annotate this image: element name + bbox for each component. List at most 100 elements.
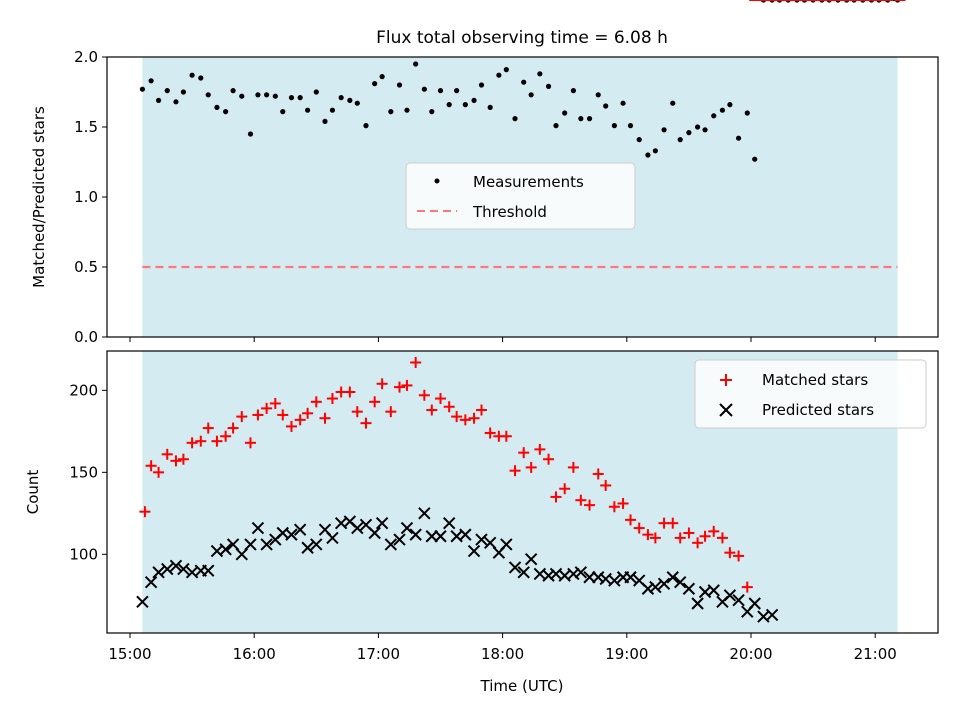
measurement-point bbox=[503, 67, 509, 73]
measurement-point bbox=[702, 127, 708, 133]
measurement-point bbox=[429, 109, 435, 115]
matched-star-point bbox=[344, 386, 356, 398]
measurement-point bbox=[670, 100, 676, 106]
measurement-point bbox=[744, 110, 750, 116]
matched-star-point bbox=[145, 460, 157, 472]
bottom-y-tick-label: 100 bbox=[69, 545, 98, 563]
predicted-star-point bbox=[393, 533, 406, 546]
measurement-point bbox=[570, 88, 576, 94]
measurement-point bbox=[354, 100, 360, 106]
predicted-star-point bbox=[301, 541, 314, 554]
measurement-point bbox=[496, 72, 502, 78]
measurement-point bbox=[264, 92, 270, 98]
matched-star-point bbox=[285, 420, 297, 432]
matched-star-point bbox=[236, 411, 248, 423]
predicted-star-point bbox=[657, 577, 671, 591]
top-y-tick-label: 0.5 bbox=[74, 258, 98, 276]
measurement-point bbox=[595, 92, 601, 98]
measurement-point bbox=[528, 92, 534, 98]
predicted-star-point bbox=[400, 521, 414, 535]
matched-star-point bbox=[418, 389, 430, 401]
measurement-point bbox=[603, 103, 609, 109]
bottom-axes-frame bbox=[106, 350, 939, 634]
matched-star-point bbox=[575, 494, 587, 506]
matched-star-point bbox=[261, 402, 273, 414]
top-y-tick-label: 1.5 bbox=[74, 118, 98, 136]
matched-star-point bbox=[351, 406, 363, 418]
predicted-star-point bbox=[673, 575, 687, 589]
x-tick-label: 17:00 bbox=[357, 645, 400, 663]
measurement-point bbox=[677, 137, 683, 143]
matched-star-point bbox=[649, 532, 661, 544]
measurement-point bbox=[247, 131, 254, 137]
predicted-star-point bbox=[144, 575, 158, 589]
bottom-y-tick-label: 150 bbox=[69, 463, 98, 481]
measurement-point bbox=[562, 110, 568, 116]
predicted-star-point bbox=[624, 571, 637, 584]
matched-star-point bbox=[475, 404, 487, 416]
x-tick-label: 21:00 bbox=[854, 645, 897, 663]
bottom-x-ticks: 15:00 16:00 17:00 18:00 19:00 20:00 21:00 bbox=[108, 633, 897, 663]
matched-star-point bbox=[509, 465, 521, 477]
predicted-star-point bbox=[500, 538, 513, 551]
predicted-star-point bbox=[592, 571, 605, 584]
measurement-point bbox=[627, 123, 634, 129]
matched-star-point bbox=[699, 530, 711, 542]
top-legend: Measurements Threshold bbox=[405, 162, 636, 230]
predicted-star-point bbox=[732, 594, 745, 607]
matched-star-point bbox=[244, 437, 256, 449]
matched-star-point bbox=[692, 537, 704, 549]
measurement-point bbox=[155, 97, 162, 103]
predicted-star-point bbox=[235, 548, 248, 561]
measurement-point bbox=[379, 74, 385, 80]
predicted-star-point bbox=[723, 589, 737, 602]
matched-star-point bbox=[708, 525, 720, 537]
matched-star-point bbox=[326, 393, 338, 405]
matched-star-point bbox=[633, 522, 645, 534]
matched-star-point bbox=[584, 499, 596, 511]
matched-star-point bbox=[269, 397, 281, 409]
top-y-tick-label: 0.0 bbox=[74, 328, 98, 346]
matched-star-point bbox=[484, 427, 496, 439]
matched-star-point bbox=[716, 532, 728, 544]
matched-star-point bbox=[559, 483, 571, 495]
x-tick-label: 20:00 bbox=[729, 645, 772, 663]
predicted-star-point bbox=[326, 531, 339, 545]
predicted-star-point bbox=[459, 528, 472, 541]
top-panel: 0.00.51.01.52.0 Matched/Predicted stars … bbox=[30, 0, 939, 346]
matched-star-point bbox=[252, 409, 264, 421]
measurement-point bbox=[752, 156, 758, 162]
measurement-point bbox=[487, 104, 493, 110]
predicted-star-point bbox=[226, 538, 240, 551]
predicted-star-point bbox=[375, 516, 389, 530]
measurement-point bbox=[363, 123, 369, 129]
measurement-point bbox=[578, 116, 584, 122]
predicted-star-point bbox=[567, 567, 580, 581]
measurement-point bbox=[223, 109, 229, 115]
top-y-tick-label: 2.0 bbox=[74, 48, 98, 66]
matched-star-point bbox=[195, 435, 207, 447]
predicted-star-point bbox=[260, 538, 273, 551]
measurement-point bbox=[189, 72, 195, 78]
measurement-point bbox=[230, 88, 236, 94]
measurement-point bbox=[180, 89, 187, 95]
matched-star-point bbox=[741, 581, 753, 593]
matched-star-point bbox=[227, 422, 239, 434]
predicted-star-point bbox=[508, 561, 522, 574]
predicted-star-point bbox=[368, 526, 381, 540]
matched-star-point bbox=[683, 527, 695, 539]
chart-title: Flux total observing time = 6.08 h bbox=[376, 28, 668, 48]
predicted-star-point bbox=[202, 564, 215, 577]
bottom-y-tick-label: 200 bbox=[69, 381, 98, 399]
measurement-point bbox=[661, 127, 667, 133]
measurement-point bbox=[173, 99, 179, 105]
matched-star-point bbox=[550, 491, 562, 503]
measurement-point bbox=[719, 107, 726, 113]
measurement-point bbox=[322, 118, 328, 124]
predicted-star-point bbox=[682, 582, 696, 595]
measurement-point bbox=[214, 104, 220, 110]
matched-star-point bbox=[310, 396, 322, 408]
matched-star-point bbox=[468, 412, 480, 424]
matched-star-point bbox=[369, 396, 381, 408]
matched-star-point bbox=[302, 407, 314, 419]
